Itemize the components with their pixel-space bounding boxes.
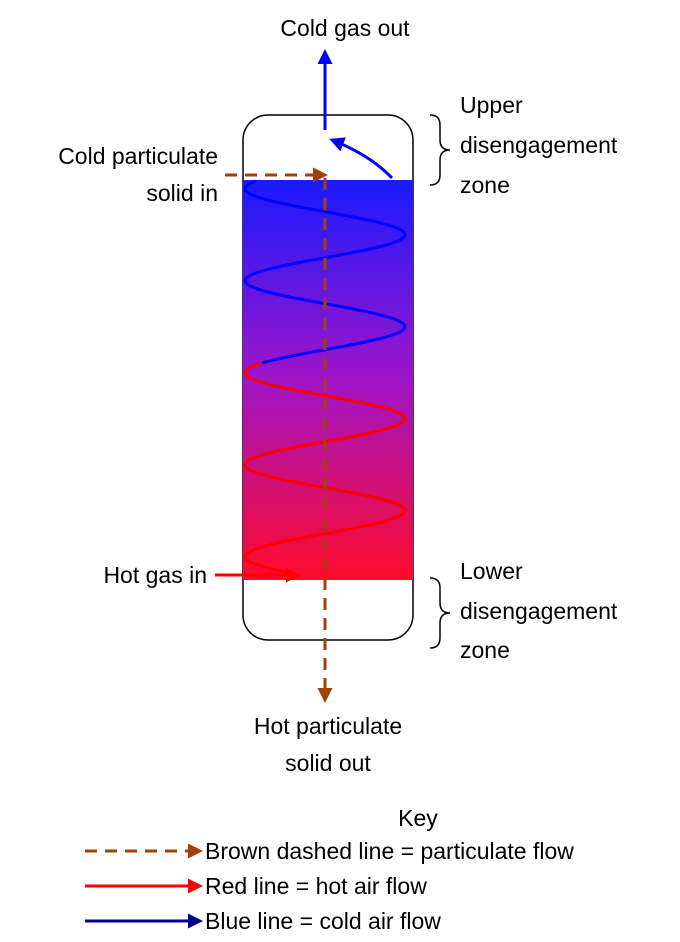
label: Lower <box>460 558 523 584</box>
label: Hot gas in <box>103 562 207 588</box>
hot-air-path <box>243 361 407 577</box>
key-item: Blue line = cold air flow <box>205 908 441 934</box>
label: Cold gas out <box>280 15 410 41</box>
label: solid in <box>146 180 218 206</box>
upper-brace <box>429 114 451 186</box>
label: zone <box>460 637 510 663</box>
lower-brace <box>429 577 451 649</box>
label: Hot particulate <box>254 713 402 739</box>
label: disengagement <box>460 132 618 158</box>
label: solid out <box>285 750 371 776</box>
key-item: Brown dashed line = particulate flow <box>205 838 574 864</box>
key-title: Key <box>398 805 438 831</box>
cold-air-path <box>243 179 407 365</box>
label: disengagement <box>460 598 618 624</box>
gas-up-arrow <box>329 137 394 180</box>
label: zone <box>460 172 510 198</box>
label: Upper <box>460 92 523 118</box>
label: Cold particulate <box>58 143 218 169</box>
key-item: Red line = hot air flow <box>205 873 427 899</box>
